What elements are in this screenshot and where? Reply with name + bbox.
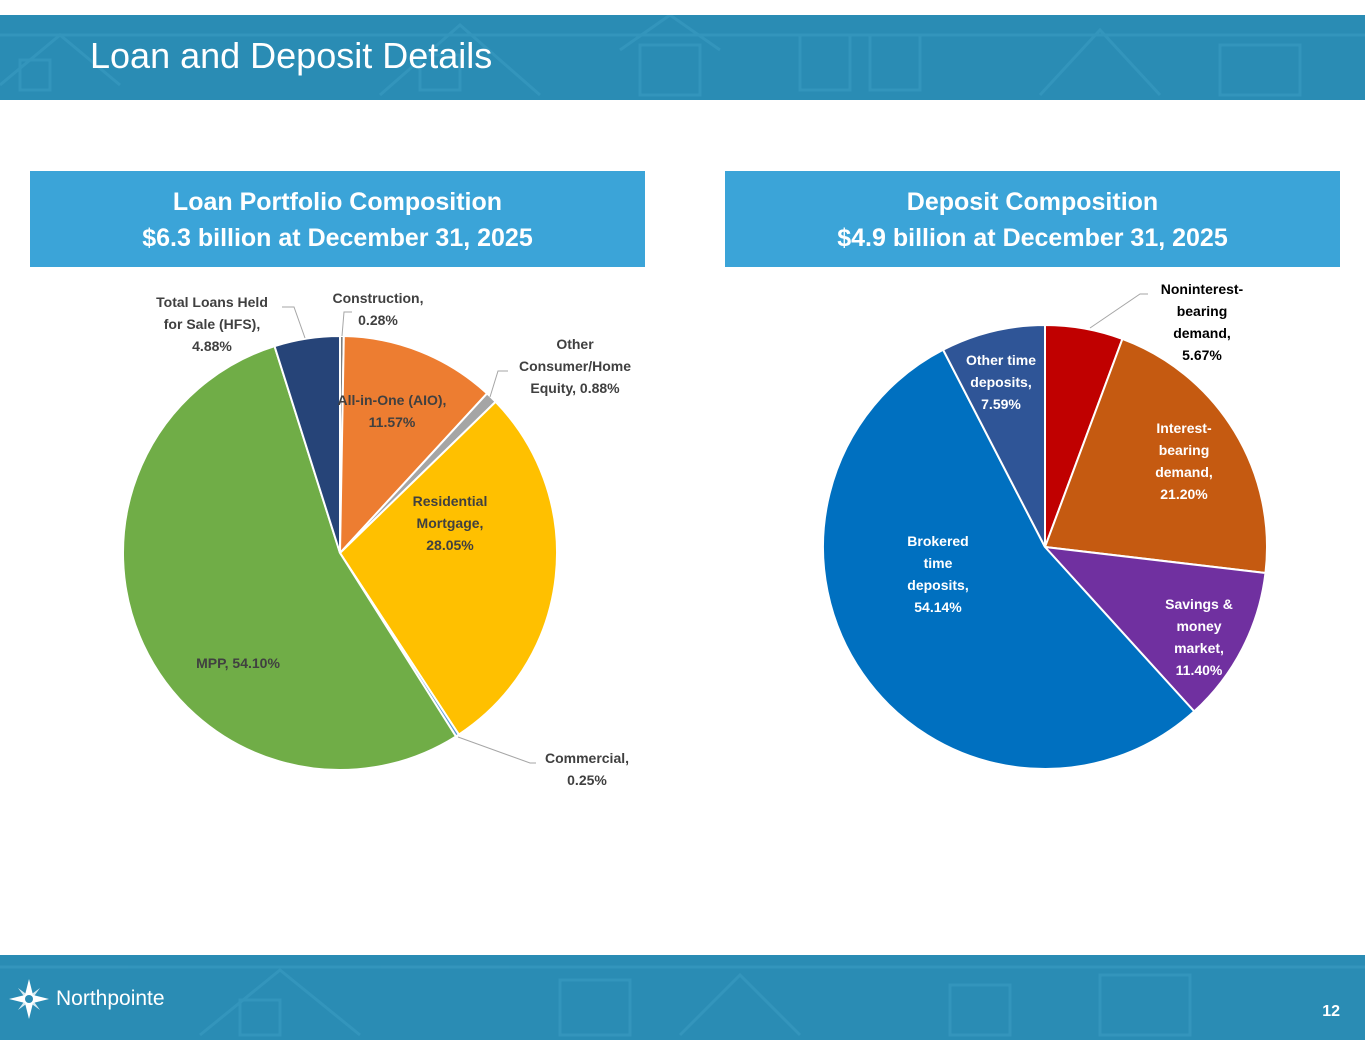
data-label-noninterest-bearing-demand: Noninterest-bearing demand, 5.67% <box>1161 281 1244 363</box>
logo-text: Northpointe <box>56 987 165 1010</box>
pie-slice-other-time-deposits <box>941 323 1046 548</box>
deposit-panel-subtitle: $4.9 billion at December 31, 2025 <box>837 224 1228 252</box>
loan-panel-subtitle: $6.3 billion at December 31, 2025 <box>142 224 533 252</box>
data-label-construction: Construction, 0.28% <box>333 290 424 328</box>
compass-star-icon <box>9 979 49 1019</box>
data-label-other-time-deposits: Other time deposits, 7.59% <box>966 352 1036 412</box>
data-label-all-in-one-aio: All-in-One (AIO), 11.57% <box>338 392 447 430</box>
pie-slice-savings-money-market <box>1042 545 1267 713</box>
deposit-panel-header: Deposit Composition $4.9 billion at Dece… <box>725 171 1340 267</box>
data-label-brokered-time-deposits: Brokered time deposits, 54.14% <box>907 533 968 615</box>
northpointe-logo: Northpointe <box>8 978 165 1020</box>
footer-band <box>0 955 1365 1040</box>
data-label-interest-bearing-demand: Interest-bearing demand, 21.20% <box>1155 420 1213 502</box>
slide-title: Loan and Deposit Details <box>90 35 493 76</box>
house-pattern-decoration-footer <box>0 965 1365 1037</box>
pie-loan-portfolio-composition: Construction, 0.28% All-in-One (AIO), 11.57… <box>122 290 631 788</box>
data-label-mpp: MPP, 54.10% <box>196 655 280 671</box>
data-label-savings-money-market: Savings & money market, 11.40% <box>1165 596 1233 678</box>
page-number: 12 <box>1322 1003 1340 1020</box>
loan-panel-header: Loan Portfolio Composition $6.3 billion … <box>30 171 645 267</box>
data-label-commercial: Commercial, 0.25% <box>545 750 629 788</box>
pie-slice-mpp <box>122 344 458 771</box>
pie-slice-interest-bearing-demand <box>1043 337 1268 575</box>
loan-panel-title: Loan Portfolio Composition <box>172 188 503 216</box>
pie-deposit-composition: Noninterest-bearing demand, 5.67% Interest-… <box>822 281 1268 770</box>
header-band: Loan and Deposit Details <box>0 15 1365 100</box>
leader-line <box>282 306 306 339</box>
data-label-other-consumer-home-equity: Other Consumer/Home Equity, 0.88% <box>519 336 631 396</box>
deposit-panel-title: Deposit Composition <box>906 188 1159 216</box>
pie-slice-total-loans-held-for-sale-hfs <box>273 334 341 554</box>
pie-slice-all-in-one-aio <box>338 335 489 556</box>
pie-slice-brokered-time-deposits <box>822 348 1196 770</box>
leader-line <box>489 370 508 398</box>
data-label-total-loans-held-for-sale-hfs: Total Loans Held for Sale (HFS), 4.88% <box>156 294 268 354</box>
leader-line <box>1089 293 1148 329</box>
data-label-residential-mortgage: Residential Mortgage, 28.05% <box>413 493 488 553</box>
leader-line <box>457 736 536 764</box>
house-pattern-decoration <box>0 15 1365 97</box>
pie-slice-residential-mortgage <box>338 400 558 736</box>
leader-line <box>341 311 352 337</box>
